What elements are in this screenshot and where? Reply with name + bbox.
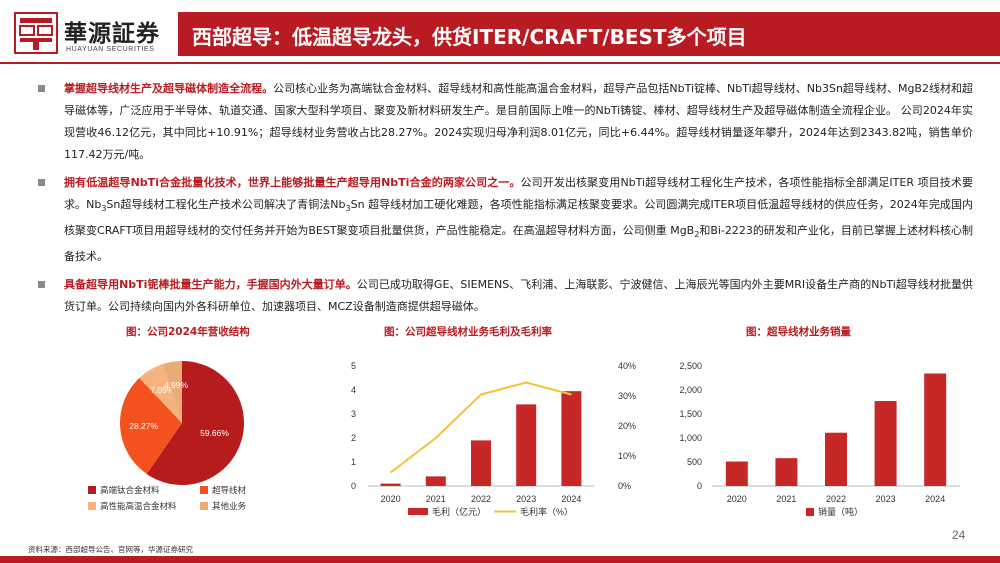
- bullet-list: 掌握超导线材生产及超导磁体制造全流程。公司核心业务为高端钛合金材料、超导线材和高…: [38, 78, 973, 324]
- legend-label: 其他业务: [212, 501, 247, 511]
- bullet-highlight: 拥有低温超导NbTi合金批量化技术，世界上能够批量生产超导用NbTi合金的两家公…: [64, 176, 521, 189]
- pie-slice: [120, 378, 182, 474]
- x-tick-label: 2024: [561, 494, 581, 504]
- x-tick-label: 2023: [876, 494, 896, 504]
- y-tick-label-left: 4: [351, 385, 356, 395]
- legend-swatch: [200, 502, 208, 510]
- bullet-highlight: 掌握超导线材生产及超导磁体制造全流程。: [64, 82, 274, 95]
- revenue-structure-pie-chart: 59.66% 28.27% 7.09%4.99% 高端钛合金材料 超导线材高性能高温合金…: [88, 361, 247, 511]
- bullet-item: 拥有低温超导NbTi合金批量化技术，世界上能够批量生产超导用NbTi合金的两家公…: [38, 172, 973, 268]
- x-tick-label: 2022: [471, 494, 491, 504]
- pie-slice: [162, 361, 182, 423]
- legend-label: 高性能高温合金材料: [100, 501, 177, 511]
- footer-bar: [0, 556, 1000, 563]
- pie-slice-label: 28.27%: [129, 421, 158, 431]
- y-tick-label-right: 10%: [618, 451, 636, 461]
- subscript: 2: [694, 230, 700, 240]
- y-tick-label-right: 20%: [618, 421, 636, 431]
- legend-swatch: [200, 486, 208, 494]
- source-note: 资料来源：西部超导公告、官网等，华源证券研究: [28, 545, 193, 554]
- y-tick-label-left: 1: [351, 457, 356, 467]
- legend-label: 超导线材: [212, 485, 247, 495]
- y-tick-label-right: 30%: [618, 391, 636, 401]
- bullet-square-icon: [38, 85, 45, 92]
- x-tick-label: 2021: [776, 494, 796, 504]
- y-tick-label: 2,500: [679, 361, 702, 371]
- bullet-text: Sn超导线材工程化生产技术公司解决了青铜法Nb: [106, 198, 346, 211]
- profit-bar: [561, 391, 582, 486]
- bullet-square-icon: [38, 179, 45, 186]
- bullet-highlight: 具备超导用NbTi铌棒批量生产能力，手握国内外大量订单。: [64, 278, 357, 292]
- margin-line: [389, 381, 572, 474]
- page-title: 西部超导：低温超导龙头，供货ITER/CRAFT/BEST多个项目: [192, 25, 747, 49]
- legend-label: 高端钛合金材料: [100, 485, 160, 495]
- pie-slice-label: 4.99%: [164, 380, 189, 390]
- sales-volume-bar-chart: 0 500 1,000 1,500 2,000 2,500 2020 2021 2022 2023…: [679, 361, 960, 517]
- profit-chart-title: 图：公司超导线材业务毛利及毛利率: [384, 326, 552, 338]
- header-divider: [0, 62, 1000, 64]
- y-tick-label: 0: [697, 481, 702, 491]
- x-tick-label: 2021: [426, 494, 446, 504]
- volume-chart-title: 图：超导线材业务销量: [746, 326, 851, 338]
- x-tick-label: 2024: [925, 494, 945, 504]
- logo-chinese-name: 華源証券: [64, 20, 160, 47]
- pie-slice: [146, 361, 245, 485]
- legend-swatch: [806, 508, 814, 516]
- profit-bar: [471, 440, 491, 486]
- subscript: 3: [345, 204, 351, 214]
- bullet-text: 公司已成功取得GE、SIEMENS、飞利浦、上海联影、宁波健信、上海辰光等国内外…: [64, 278, 973, 314]
- y-tick-label: 1,000: [679, 433, 702, 443]
- y-tick-label: 500: [687, 457, 702, 467]
- logo-english-name: HUAYUAN SECURITIES: [66, 46, 155, 53]
- y-tick-label-right: 40%: [618, 361, 636, 371]
- profit-bar: [425, 476, 446, 486]
- pie-slice-label: 59.66%: [200, 428, 229, 438]
- bullet-text: 公司开发出核聚变用NbTi超导线材工程化生产技术，各项性能指标全部满足ITER …: [64, 176, 973, 211]
- legend-swatch: [88, 502, 96, 510]
- huayuan-logo-icon: [14, 12, 58, 54]
- x-tick-label: 2020: [381, 494, 401, 504]
- y-tick-label-left: 5: [351, 361, 356, 371]
- y-tick-label: 2,000: [679, 385, 702, 395]
- profit-bar: [380, 483, 401, 486]
- volume-bar: [725, 461, 748, 486]
- y-tick-label-right: 0%: [618, 481, 631, 491]
- pie-slice-label: 7.09%: [150, 385, 175, 395]
- subscript: 3: [101, 204, 107, 214]
- y-tick-label: 1,500: [679, 409, 702, 419]
- title-bar: 西部超导：低温超导龙头，供货ITER/CRAFT/BEST多个项目: [178, 12, 1000, 56]
- pie-slice: [139, 364, 182, 423]
- bullet-square-icon: [38, 281, 45, 289]
- legend-swatch: [88, 486, 96, 494]
- bullet-text: Sn 超导线材加工硬化难题，各项性能指标满足核聚变要求。公司圆满完成ITER项目…: [64, 198, 973, 238]
- y-tick-label-left: 0: [351, 481, 356, 491]
- volume-bar: [874, 401, 897, 486]
- legend-label: 毛利率（%）: [520, 506, 573, 517]
- volume-bar: [825, 432, 847, 486]
- bullet-item: 掌握超导线材生产及超导磁体制造全流程。公司核心业务为高端钛合金材料、超导线材和高…: [38, 78, 973, 166]
- page-number: 24: [952, 528, 966, 542]
- profit-margin-combo-chart: 0 1 2 3 4 5 0% 10% 20% 30% 40% 2020 2021 2022 2023 2024…: [351, 361, 636, 517]
- legend-label: 毛利（亿元）: [432, 506, 486, 517]
- y-tick-label-left: 3: [351, 409, 356, 419]
- volume-bar: [775, 458, 798, 486]
- x-tick-label: 2023: [516, 494, 536, 504]
- profit-bar: [516, 404, 537, 486]
- volume-bar: [924, 373, 947, 486]
- x-tick-label: 2020: [727, 494, 747, 504]
- bullet-item: 具备超导用NbTi铌棒批量生产能力，手握国内外大量订单。公司已成功取得GE、SI…: [38, 274, 973, 318]
- legend-label: 销量（吨）: [818, 506, 863, 517]
- legend-swatch: [408, 508, 428, 515]
- x-tick-label: 2022: [826, 494, 846, 504]
- bullet-text: 和Bi-2223的研发和产业化，目前已掌握上述材料核心制备技术。: [64, 224, 973, 264]
- y-tick-label-left: 2: [351, 433, 356, 443]
- header: 華源証券 HUAYUAN SECURITIES 西部超导：低温超导龙头，供货IT…: [0, 0, 1000, 64]
- pie-chart-title: 图：公司2024年营收结构: [126, 326, 250, 338]
- bullet-text: 公司核心业务为高端钛合金材料、超导线材和高性能高温合金材料，超导产品包括NbTi…: [64, 82, 973, 161]
